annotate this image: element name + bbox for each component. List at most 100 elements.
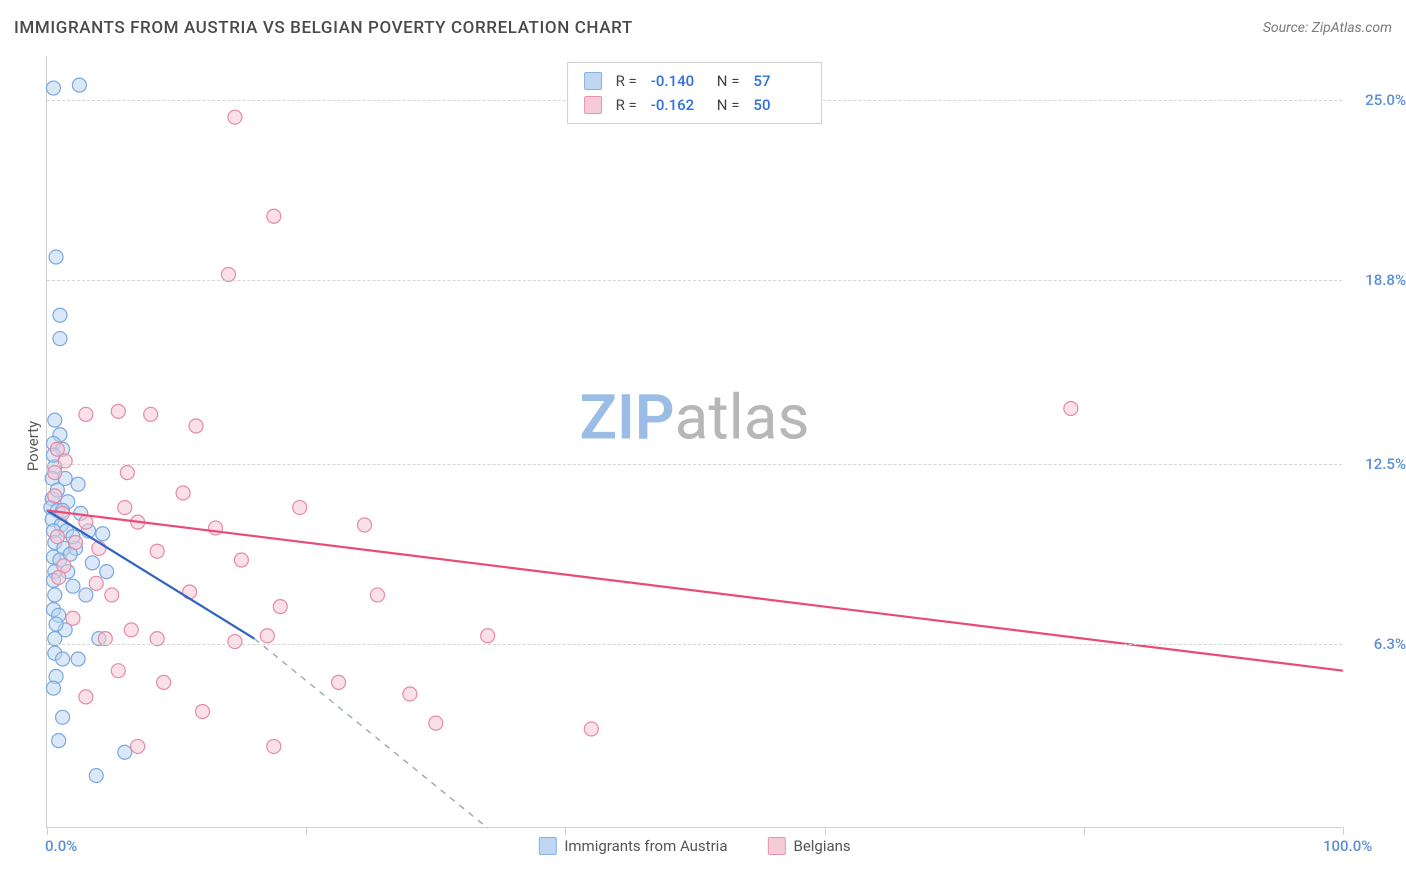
data-point-belgians [48,466,62,480]
data-point-belgians [358,518,372,532]
n-value-belgians: 50 [753,93,805,117]
x-tick [565,827,566,835]
data-point-austria [71,652,85,666]
r-label-1: R = [616,93,637,117]
data-point-belgians [111,664,125,678]
x-tick [1084,827,1085,835]
data-point-belgians [228,635,242,649]
data-point-austria [56,710,70,724]
gridline-h [47,280,1342,281]
data-point-belgians [58,454,72,468]
data-point-belgians [183,585,197,599]
data-point-belgians [176,486,190,500]
header: IMMIGRANTS FROM AUSTRIA VS BELGIAN POVER… [14,18,1392,38]
data-point-belgians [234,553,248,567]
y-tick-label: 18.8% [1348,271,1406,289]
data-point-austria [46,681,60,695]
data-point-belgians [196,704,210,718]
gridline-h [47,464,1342,465]
data-point-belgians [481,629,495,643]
data-point-belgians [79,407,93,421]
data-point-belgians [260,629,274,643]
data-point-belgians [50,530,64,544]
source-attribution: Source: ZipAtlas.com [1263,20,1392,36]
source-prefix: Source: [1263,20,1312,36]
data-point-austria [46,81,60,95]
chart-svg [47,56,1342,827]
data-point-belgians [273,600,287,614]
legend-label-belgians: Belgians [793,837,850,855]
data-point-austria [49,617,63,631]
legend-item-austria: Immigrants from Austria [538,837,727,855]
data-point-belgians [66,611,80,625]
data-point-austria [100,565,114,579]
x-tick [306,827,307,835]
x-tick [1343,827,1344,835]
data-point-belgians [403,687,417,701]
data-point-belgians [79,690,93,704]
data-point-austria [89,769,103,783]
data-point-belgians [150,544,164,558]
data-point-belgians [89,576,103,590]
data-point-austria [66,579,80,593]
x-tick [825,827,826,835]
data-point-belgians [69,536,83,550]
legend-series: Immigrants from Austria Belgians [538,837,850,855]
data-point-austria [52,734,66,748]
plot-area: ZIPatlas R = -0.140 N = 57 R = -0.162 N … [46,56,1342,828]
data-point-belgians [144,407,158,421]
trendline-belgians [47,510,1343,670]
trendline-dashed-austria [254,639,487,828]
data-point-belgians [157,675,171,689]
data-point-belgians [105,588,119,602]
data-point-belgians [120,466,134,480]
data-point-belgians [48,489,62,503]
gridline-h [47,644,1342,645]
data-point-austria [79,588,93,602]
y-tick-label: 12.5% [1348,455,1406,473]
data-point-belgians [79,515,93,529]
data-point-austria [56,652,70,666]
data-point-austria [71,477,85,491]
legend-stats-row-austria: R = -0.140 N = 57 [584,69,806,93]
data-point-austria [48,588,62,602]
n-label-0: N = [717,69,740,93]
r-label-0: R = [616,69,637,93]
data-point-belgians [1064,401,1078,415]
data-point-belgians [267,209,281,223]
legend-swatch-belgians [767,837,785,855]
data-point-austria [49,250,63,264]
data-point-belgians [228,110,242,124]
r-value-austria: -0.140 [651,69,703,93]
data-point-belgians [118,501,132,515]
data-point-belgians [111,404,125,418]
data-point-austria [96,527,110,541]
n-value-austria: 57 [753,69,805,93]
y-axis-label: Poverty [24,421,42,471]
data-point-austria [48,413,62,427]
data-point-belgians [584,722,598,736]
legend-stats: R = -0.140 N = 57 R = -0.162 N = 50 [567,62,823,124]
data-point-austria [85,556,99,570]
data-point-belgians [124,623,138,637]
data-point-austria [72,78,86,92]
swatch-belgians [584,96,602,114]
x-tick-label: 0.0% [45,837,77,855]
legend-swatch-austria [538,837,556,855]
data-point-belgians [332,675,346,689]
data-point-austria [118,745,132,759]
r-value-belgians: -0.162 [651,93,703,117]
y-tick-label: 6.3% [1348,635,1406,653]
legend-stats-row-belgians: R = -0.162 N = 50 [584,93,806,117]
data-point-belgians [293,501,307,515]
source-name: ZipAtlas.com [1312,20,1392,36]
data-point-austria [53,332,67,346]
data-point-belgians [370,588,384,602]
swatch-austria [584,72,602,90]
data-point-belgians [429,716,443,730]
n-label-1: N = [717,93,740,117]
chart-title: IMMIGRANTS FROM AUSTRIA VS BELGIAN POVER… [14,18,633,38]
x-tick-label: 100.0% [1323,837,1406,855]
legend-label-austria: Immigrants from Austria [564,837,727,855]
x-tick [47,827,48,835]
